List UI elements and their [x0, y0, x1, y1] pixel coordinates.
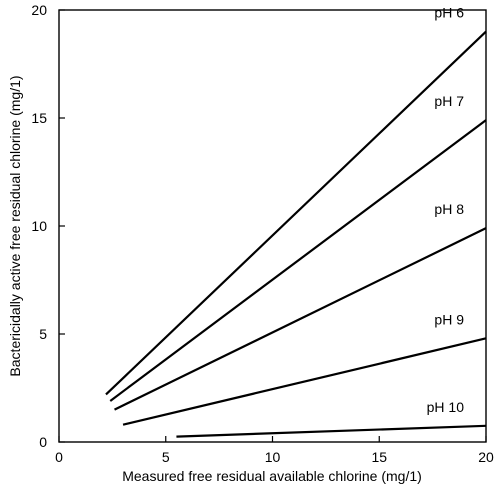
y-axis: 0 5 10 15 20 [31, 2, 65, 450]
series-label: pH 7 [434, 93, 464, 109]
series-label: pH 8 [434, 201, 464, 217]
series-line [109, 119, 487, 402]
x-tick-label: 10 [265, 449, 281, 465]
x-tick-label: 5 [162, 449, 170, 465]
y-tick-label: 0 [39, 434, 47, 450]
y-tick-label: 5 [39, 326, 47, 342]
series-line [176, 424, 487, 438]
x-tick-label: 0 [55, 449, 63, 465]
x-axis: 0 5 10 15 20 [55, 436, 494, 465]
series-labels: pH 6 pH 7 pH 8 pH 9 pH 10 [427, 5, 465, 415]
y-tick-label: 15 [31, 110, 47, 126]
series-line [122, 337, 487, 426]
x-tick-label: 20 [478, 449, 494, 465]
x-tick-label: 15 [371, 449, 387, 465]
series-label: pH 9 [434, 311, 464, 327]
series-line [114, 227, 487, 411]
series-lines [105, 30, 487, 438]
series-label: pH 6 [434, 5, 464, 21]
series-line [105, 30, 487, 396]
y-tick-label: 20 [31, 2, 47, 18]
series-label: pH 10 [427, 399, 465, 415]
y-axis-label: Bactericidally active free residual chlo… [7, 75, 23, 376]
y-tick-label: 10 [31, 218, 47, 234]
x-axis-label: Measured free residual available chlorin… [122, 468, 422, 484]
